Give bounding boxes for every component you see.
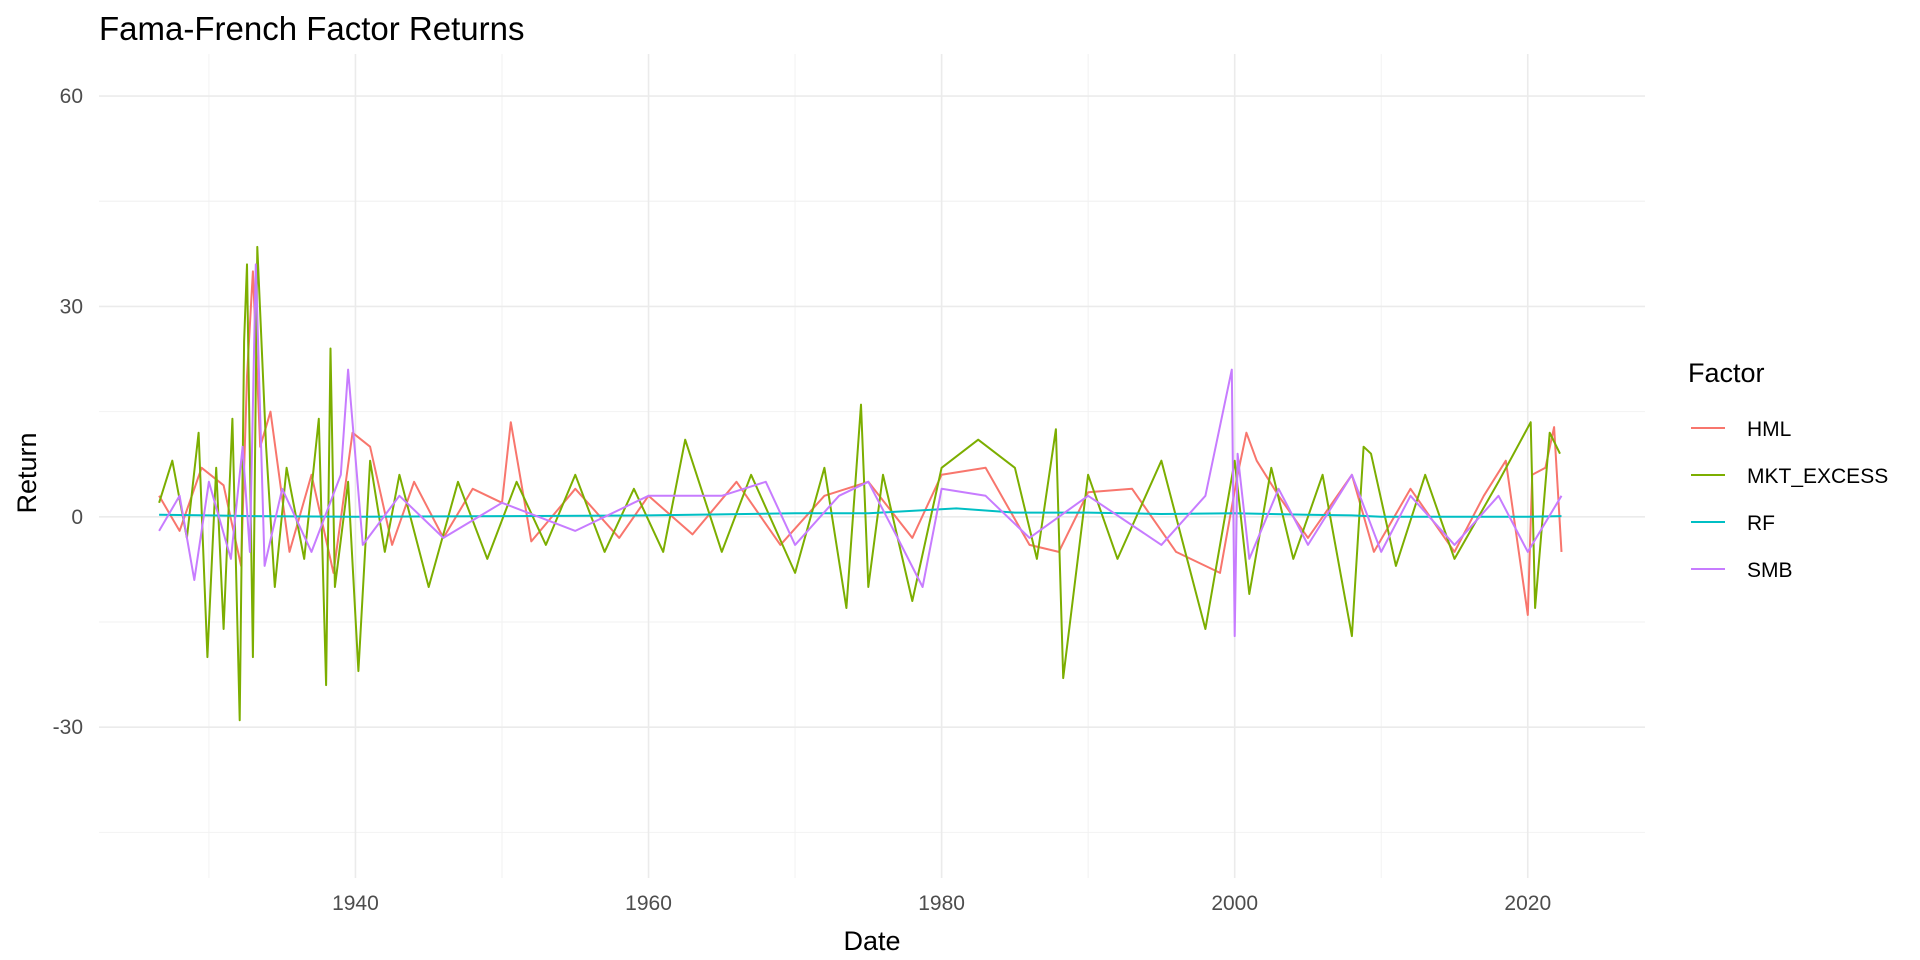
x-axis-ticks: 1940 1960 1980 2000 2020 [332, 892, 1551, 915]
series-group [158, 245, 1563, 722]
y-tick-label: -30 [53, 716, 83, 739]
series-line-hml [158, 270, 1563, 616]
chart-title: Fama-French Factor Returns [99, 10, 524, 47]
y-tick-label: 30 [60, 295, 83, 318]
legend: Factor HML MKT_EXCESS RF SMB [1688, 358, 1888, 582]
legend-label-hml: HML [1747, 418, 1791, 441]
y-tick-label: 0 [71, 506, 83, 529]
legend-label-mkt-excess: MKT_EXCESS [1747, 465, 1888, 488]
x-tick-label: 1940 [332, 892, 379, 915]
grid [99, 54, 1645, 878]
legend-title: Factor [1688, 358, 1765, 388]
series-line-rf [159, 507, 1562, 518]
legend-entries: HML MKT_EXCESS RF SMB [1691, 418, 1888, 582]
y-axis-title: Return [12, 432, 42, 513]
legend-label-rf: RF [1747, 512, 1775, 535]
x-tick-label: 1960 [625, 892, 672, 915]
series-line-smb [158, 263, 1563, 638]
x-tick-label: 1980 [918, 892, 965, 915]
x-axis-title: Date [843, 926, 900, 956]
y-tick-label: 60 [60, 85, 83, 108]
x-tick-label: 2000 [1211, 892, 1258, 915]
x-tick-label: 2020 [1504, 892, 1551, 915]
y-axis-ticks: -30 0 30 60 [53, 85, 83, 739]
legend-label-smb: SMB [1747, 559, 1793, 582]
series-line-mkt-excess [158, 245, 1561, 722]
